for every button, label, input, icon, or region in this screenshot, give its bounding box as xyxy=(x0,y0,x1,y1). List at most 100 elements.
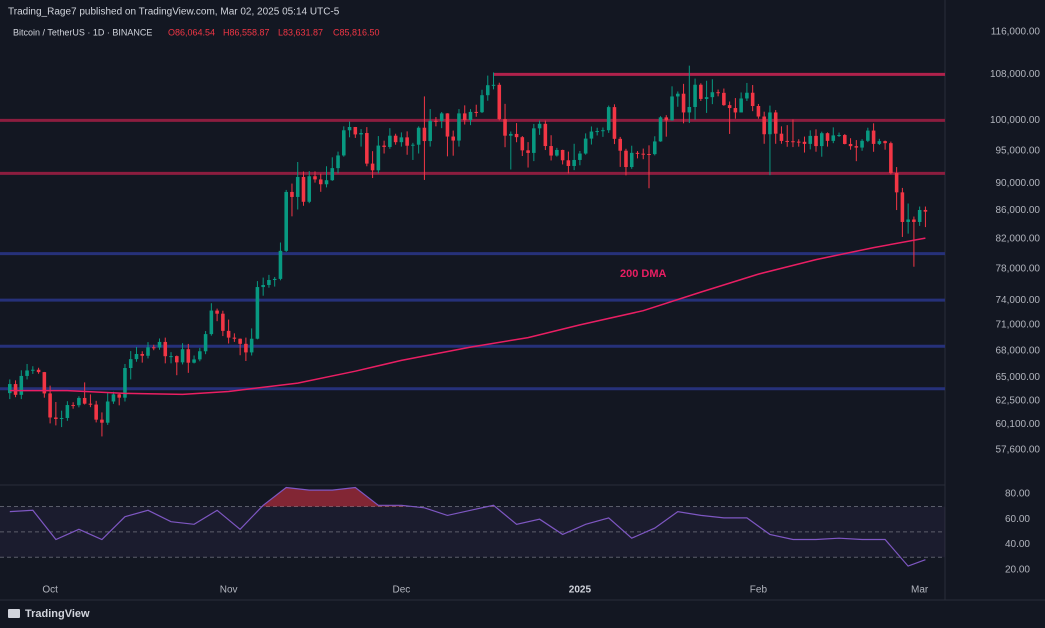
candle-body xyxy=(19,375,24,395)
candle-body xyxy=(405,137,409,146)
candle-body xyxy=(128,359,133,369)
candle-body xyxy=(802,141,807,144)
y-tick-label: 71,000.00 xyxy=(996,320,1041,331)
candle-body xyxy=(8,384,12,394)
y-tick-label: 68,000.00 xyxy=(996,345,1041,356)
candle-body xyxy=(745,92,749,99)
candle-body xyxy=(111,394,116,402)
candle-body xyxy=(71,405,75,407)
candle-body xyxy=(151,347,156,349)
x-tick-label: Dec xyxy=(392,585,410,596)
candle-body xyxy=(589,131,594,139)
candle-body xyxy=(295,176,300,197)
candle-body xyxy=(25,370,29,376)
candle-body xyxy=(814,135,818,147)
candle-body xyxy=(474,111,479,113)
candle-body xyxy=(353,127,358,135)
candle-body xyxy=(232,337,237,339)
candle-body xyxy=(249,338,254,353)
candle-body xyxy=(773,112,778,134)
candle-body xyxy=(503,119,507,136)
candle-body xyxy=(13,384,18,395)
y-tick-label: 82,000.00 xyxy=(996,233,1041,244)
candle-body xyxy=(192,359,196,363)
candle-body xyxy=(681,93,686,113)
candle-body xyxy=(606,107,611,131)
candle-body xyxy=(480,95,484,113)
candle-body xyxy=(526,150,530,153)
candle-body xyxy=(428,120,432,142)
candle-body xyxy=(843,135,847,144)
ohlc-close: C85,816.50 xyxy=(333,27,380,37)
ohlc-high: H86,558.87 xyxy=(223,27,270,37)
candle-body xyxy=(36,369,41,373)
candle-body xyxy=(186,349,191,363)
candle-body xyxy=(42,372,47,394)
candle-body xyxy=(555,149,559,156)
candle-body xyxy=(779,133,784,141)
candle-body xyxy=(330,168,335,181)
candle-body xyxy=(687,106,692,113)
y-tick-label: 74,000.00 xyxy=(996,295,1041,306)
candle-body xyxy=(572,159,576,166)
rsi-tick-label: 20.00 xyxy=(1005,565,1030,576)
x-tick-label: Feb xyxy=(750,585,768,596)
candle-body xyxy=(123,368,127,398)
candle-body xyxy=(676,93,680,97)
candle-body xyxy=(906,219,910,222)
candle-body xyxy=(48,393,52,418)
brand: TradingView xyxy=(25,608,90,620)
candle-body xyxy=(365,133,369,164)
candle-body xyxy=(180,349,185,363)
candle-body xyxy=(359,133,363,135)
candle-body xyxy=(462,113,467,121)
candle-body xyxy=(612,107,617,139)
candle-body xyxy=(65,405,70,418)
candle-body xyxy=(382,145,386,147)
candle-body xyxy=(923,209,928,212)
candle-body xyxy=(445,113,450,137)
candle-body xyxy=(704,97,709,99)
candles xyxy=(8,65,928,437)
candle-body xyxy=(647,153,651,155)
candle-body xyxy=(750,92,755,106)
candle-body xyxy=(238,338,242,344)
candle-body xyxy=(722,92,726,106)
candle-body xyxy=(244,343,248,353)
candle-body xyxy=(221,313,225,331)
candle-body xyxy=(416,127,421,145)
y-tick-label: 90,000.00 xyxy=(996,178,1041,189)
y-tick-label: 62,500.00 xyxy=(996,396,1041,407)
candle-body xyxy=(768,112,772,135)
candle-body xyxy=(497,84,502,120)
candle-body xyxy=(866,130,870,141)
levels xyxy=(0,72,945,391)
candle-body xyxy=(434,120,438,122)
candle-body xyxy=(900,192,905,222)
candle-body xyxy=(894,173,899,193)
candle-body xyxy=(411,144,415,146)
ma-label: 200 DMA xyxy=(620,268,667,280)
candle-body xyxy=(457,113,461,141)
rsi-tick-label: 40.00 xyxy=(1005,539,1030,550)
candle-body xyxy=(261,285,265,288)
ohlc-low: L83,631.87 xyxy=(278,27,323,37)
y-tick-label: 78,000.00 xyxy=(996,263,1041,274)
candle-body xyxy=(693,84,697,107)
candle-body xyxy=(100,419,104,423)
candle-body xyxy=(860,140,864,148)
candle-body xyxy=(88,403,93,405)
y-tick-label: 86,000.00 xyxy=(996,205,1041,216)
candle-body xyxy=(808,135,813,144)
candle-body xyxy=(439,113,444,121)
rsi-pane xyxy=(0,486,945,567)
candle-body xyxy=(278,250,283,279)
candle-body xyxy=(393,135,398,143)
candle-body xyxy=(641,153,646,155)
candle-body xyxy=(658,117,663,142)
y-tick-label: 57,600.00 xyxy=(996,444,1041,455)
candle-body xyxy=(175,356,179,363)
candle-body xyxy=(422,127,427,142)
candle-body xyxy=(716,92,720,94)
